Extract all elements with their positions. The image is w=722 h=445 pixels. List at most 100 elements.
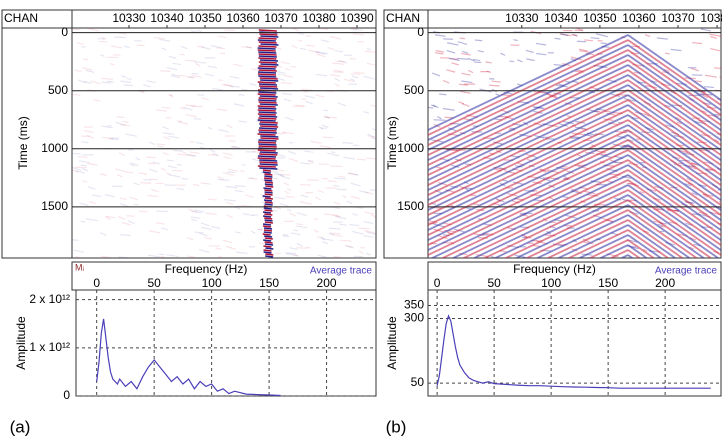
texture-stroke [258, 158, 276, 159]
texture-stroke [118, 257, 128, 258]
texture-stroke [259, 102, 277, 103]
y-tick-label: 500 [48, 83, 68, 97]
texture-stroke [259, 160, 277, 161]
x-tick-label: 10340 [150, 11, 184, 25]
texture-stroke [290, 66, 296, 67]
texture-stroke [259, 86, 277, 87]
y-tick-label: 300 [404, 311, 424, 325]
y-tick-label: 1000 [41, 141, 68, 155]
x-tick-label: 100 [541, 276, 561, 290]
texture-stroke [264, 190, 272, 191]
texture-stroke [357, 159, 366, 160]
x-tick-label: 10380 [700, 11, 722, 25]
y-tick-label: 500 [404, 83, 424, 97]
texture-stroke [258, 120, 276, 121]
texture-stroke [260, 152, 278, 153]
texture-stroke [259, 34, 277, 35]
texture-stroke [72, 240, 78, 241]
texture-stroke [303, 91, 307, 92]
texture-stroke [258, 134, 276, 135]
texture-stroke [509, 61, 514, 62]
texture-stroke [489, 85, 499, 86]
x-tick-label: 50 [147, 276, 161, 290]
texture-stroke [714, 68, 721, 69]
texture-stroke [513, 40, 517, 41]
y-tick-label: 1 x 10¹² [29, 340, 70, 354]
texture-stroke [259, 66, 277, 67]
texture-stroke [185, 60, 196, 61]
texture-stroke [259, 128, 277, 129]
texture-stroke [258, 156, 276, 157]
texture-stroke [353, 145, 358, 146]
x-tick-label: 10370 [264, 11, 298, 25]
texture-stroke [265, 184, 273, 185]
texture-stroke [150, 179, 158, 180]
texture-stroke [323, 110, 328, 111]
texture-stroke [260, 122, 278, 123]
texture-stroke [294, 230, 298, 231]
texture-stroke [236, 232, 241, 233]
texture-stroke [263, 188, 271, 189]
texture-stroke [258, 106, 276, 107]
x-tick-label: 10340 [544, 11, 578, 25]
texture-stroke [258, 72, 276, 73]
texture-stroke [263, 226, 271, 227]
texture-stroke [265, 254, 273, 255]
texture-stroke [259, 54, 277, 55]
texture-stroke [117, 117, 125, 118]
x-tick-label: 10360 [226, 11, 260, 25]
texture-stroke [258, 114, 276, 115]
texture-stroke [259, 98, 277, 99]
texture-stroke [358, 228, 370, 229]
texture-stroke [264, 176, 272, 177]
texture-stroke [265, 186, 273, 187]
texture-stroke [126, 172, 133, 173]
texture-stroke [78, 156, 88, 157]
corner-label: CHAN [386, 11, 420, 25]
texture-stroke [260, 104, 278, 105]
texture-stroke [264, 230, 272, 231]
texture-stroke [258, 74, 276, 75]
texture-stroke [216, 48, 225, 49]
texture-stroke [208, 199, 217, 200]
texture-stroke [259, 38, 277, 39]
texture-stroke [704, 87, 714, 88]
texture-stroke [258, 166, 276, 167]
texture-stroke [258, 58, 276, 59]
texture-stroke [264, 178, 272, 179]
y-tick-label: 350 [404, 298, 424, 312]
texture-stroke [259, 56, 277, 57]
texture-stroke [265, 182, 273, 183]
texture-stroke [258, 108, 276, 109]
panel-label: (b) [386, 417, 407, 436]
texture-stroke [260, 138, 278, 139]
texture-stroke [259, 132, 277, 133]
texture-stroke [324, 117, 330, 118]
texture-stroke [296, 248, 306, 249]
texture-stroke [258, 118, 276, 119]
texture-stroke [179, 54, 184, 55]
texture-stroke [258, 40, 276, 41]
texture-stroke [259, 162, 277, 163]
texture-stroke [264, 236, 272, 237]
texture-stroke [259, 42, 277, 43]
y-tick-label: 0 [417, 25, 424, 39]
texture-stroke [75, 167, 87, 168]
texture-stroke [317, 237, 323, 238]
x-tick-label: 100 [202, 276, 222, 290]
texture-stroke [264, 232, 272, 233]
texture-stroke [306, 45, 315, 46]
texture-stroke [342, 143, 352, 144]
texture-stroke [264, 214, 272, 215]
texture-stroke [264, 218, 272, 219]
texture-stroke [260, 88, 278, 89]
x-tick-label: 10370 [661, 11, 695, 25]
texture-stroke [300, 185, 311, 186]
texture-stroke [260, 60, 278, 61]
texture-stroke [263, 212, 271, 213]
texture-stroke [258, 52, 276, 53]
x-tick-label: 150 [259, 276, 279, 290]
texture-stroke [259, 30, 277, 31]
y-tick-label: 2 x 10¹² [29, 292, 70, 306]
